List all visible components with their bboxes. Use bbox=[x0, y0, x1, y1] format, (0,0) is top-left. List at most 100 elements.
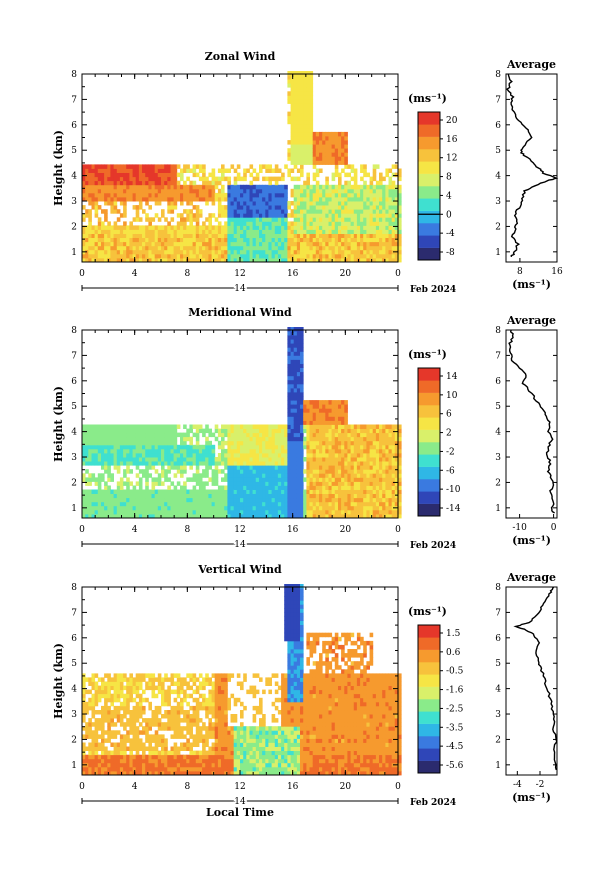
heatmap-cell bbox=[94, 432, 99, 438]
heatmap-cell bbox=[274, 168, 279, 173]
heatmap-cell bbox=[344, 461, 348, 466]
heatmap-cell bbox=[265, 168, 269, 173]
y-tick-label: 1 bbox=[71, 504, 77, 514]
heatmap-cell bbox=[88, 192, 92, 198]
heatmap-cell bbox=[388, 481, 393, 486]
heatmap-cell bbox=[265, 501, 269, 507]
heatmap-cell bbox=[85, 180, 89, 186]
heatmap-cell bbox=[94, 257, 99, 263]
heatmap-cell bbox=[198, 505, 203, 511]
heatmap-cell bbox=[189, 489, 193, 494]
heatmap-cell bbox=[344, 233, 348, 238]
heatmap-cell bbox=[274, 465, 279, 470]
heatmap-cell bbox=[195, 172, 200, 178]
heatmap-cell bbox=[366, 497, 370, 503]
heatmap-cell bbox=[110, 424, 114, 429]
heatmap-cell bbox=[208, 489, 212, 494]
heatmap-cell bbox=[296, 241, 301, 247]
heatmap-cell bbox=[135, 428, 140, 434]
heatmap-cell bbox=[116, 448, 121, 454]
heatmap-cell bbox=[398, 428, 402, 434]
heatmap-cell bbox=[293, 469, 298, 474]
heatmap-cell bbox=[331, 201, 336, 206]
heatmap-cell bbox=[132, 501, 137, 507]
heatmap-cell bbox=[300, 477, 304, 482]
heatmap-cell bbox=[315, 168, 320, 173]
heatmap-cell bbox=[385, 209, 389, 214]
heatmap-cell bbox=[164, 188, 168, 194]
heatmap-cell bbox=[290, 489, 295, 494]
x-tick-label: 4 bbox=[132, 525, 138, 535]
heatmap-cell bbox=[398, 233, 402, 238]
heatmap-cell bbox=[249, 217, 254, 222]
heatmap-cell bbox=[382, 229, 386, 234]
heatmap-cell bbox=[382, 201, 386, 206]
heatmap-cell bbox=[243, 213, 247, 218]
heatmap-cell bbox=[262, 213, 266, 218]
heatmap-cell bbox=[208, 477, 212, 482]
heatmap-cell bbox=[259, 473, 263, 478]
heatmap-cell bbox=[277, 509, 282, 515]
heatmap-cell bbox=[325, 428, 329, 434]
heatmap-cell bbox=[192, 489, 197, 494]
heatmap-cell bbox=[110, 453, 114, 458]
heatmap-cell bbox=[293, 420, 298, 425]
heatmap-cell bbox=[360, 168, 364, 173]
heatmap-cell bbox=[306, 95, 310, 100]
heatmap-cell bbox=[243, 461, 247, 466]
heatmap-cell bbox=[224, 233, 228, 238]
heatmap-cell bbox=[189, 513, 193, 519]
heatmap-cell bbox=[246, 453, 250, 458]
heatmap-cell bbox=[107, 192, 111, 198]
heatmap-cell bbox=[138, 241, 143, 247]
heatmap-cell bbox=[315, 217, 320, 222]
heatmap-cell bbox=[240, 440, 244, 446]
heatmap-cell bbox=[277, 245, 282, 251]
heatmap-cell bbox=[277, 428, 282, 434]
heatmap-cell bbox=[334, 229, 339, 234]
heatmap-cell bbox=[107, 257, 111, 263]
heatmap-cell bbox=[132, 432, 137, 438]
heatmap-cell bbox=[157, 489, 162, 494]
heatmap-cell bbox=[394, 213, 399, 218]
heatmap-cell bbox=[110, 428, 114, 434]
date-day: 14 bbox=[234, 540, 246, 550]
heatmap-cell bbox=[290, 327, 295, 332]
heatmap-cell bbox=[240, 461, 244, 466]
heatmap-cell bbox=[322, 448, 326, 454]
heatmap-cell bbox=[290, 160, 295, 165]
heatmap-cell bbox=[205, 192, 209, 198]
heatmap-cell bbox=[391, 229, 396, 234]
heatmap-cell bbox=[334, 184, 339, 190]
heatmap-cell bbox=[319, 424, 323, 429]
heatmap-cell bbox=[353, 249, 358, 255]
heatmap-cell bbox=[391, 188, 396, 194]
heatmap-cell bbox=[319, 485, 323, 490]
heatmap-cell bbox=[356, 233, 361, 238]
heatmap-cell bbox=[170, 201, 175, 206]
heatmap-cell bbox=[322, 497, 326, 503]
heatmap-cell bbox=[236, 176, 241, 182]
heatmap-cell bbox=[265, 233, 269, 238]
heatmap-cell bbox=[300, 440, 304, 446]
heatmap-cell bbox=[385, 168, 389, 173]
heatmap-cell bbox=[268, 469, 272, 474]
heatmap-cell bbox=[363, 457, 367, 462]
heatmap-cell bbox=[217, 192, 222, 198]
heatmap-cell bbox=[369, 473, 374, 478]
heatmap-cell bbox=[224, 497, 228, 503]
heatmap-cell bbox=[293, 509, 298, 515]
heatmap-cell bbox=[331, 152, 336, 157]
heatmap-cell bbox=[262, 164, 266, 169]
heatmap-cell bbox=[306, 83, 310, 88]
heatmap-cell bbox=[252, 225, 257, 230]
heatmap-cell bbox=[126, 428, 130, 434]
heatmap-cell bbox=[211, 489, 216, 494]
heatmap-cell bbox=[385, 249, 389, 255]
heatmap-cell bbox=[198, 245, 203, 251]
heatmap-cell bbox=[287, 412, 291, 417]
heatmap-cell bbox=[363, 505, 367, 511]
heatmap-cell bbox=[391, 184, 396, 190]
heatmap-cell bbox=[198, 225, 203, 230]
heatmap-cell bbox=[221, 225, 225, 230]
